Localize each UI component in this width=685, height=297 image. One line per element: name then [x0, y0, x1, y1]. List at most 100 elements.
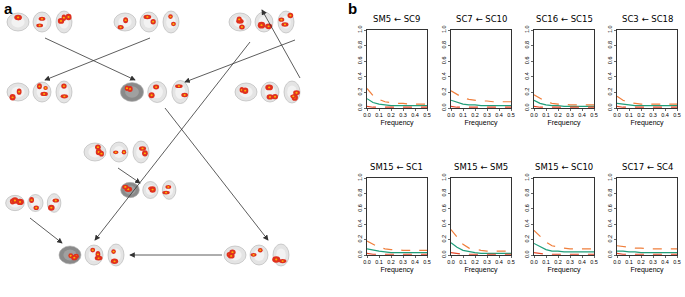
svg-text:SM15 ← SC1: SM15 ← SC1: [370, 162, 423, 172]
svg-text:0.3: 0.3: [566, 259, 574, 265]
svg-text:0.0: 0.0: [441, 103, 447, 111]
svg-text:0.2: 0.2: [554, 112, 562, 118]
svg-text:0.4: 0.4: [607, 72, 613, 80]
svg-text:0.4: 0.4: [441, 220, 447, 228]
svg-text:0.4: 0.4: [578, 259, 586, 265]
svg-text:0.2: 0.2: [357, 235, 363, 243]
svg-text:SM15 ← SM5: SM15 ← SM5: [454, 162, 508, 172]
svg-text:0.3: 0.3: [483, 259, 491, 265]
svg-text:0.5: 0.5: [590, 259, 598, 265]
svg-text:0.4: 0.4: [441, 72, 447, 80]
svg-text:0.2: 0.2: [357, 88, 363, 96]
svg-text:0.4: 0.4: [524, 220, 530, 228]
svg-text:0.0: 0.0: [447, 259, 455, 265]
svg-text:SM15 ← SC10: SM15 ← SC10: [535, 162, 593, 172]
svg-text:0.1: 0.1: [375, 259, 383, 265]
svg-text:1.0: 1.0: [524, 25, 530, 33]
svg-text:Frequency: Frequency: [380, 266, 414, 274]
svg-text:0.5: 0.5: [590, 112, 598, 118]
svg-text:0.0: 0.0: [607, 250, 613, 258]
svg-text:0.2: 0.2: [471, 112, 479, 118]
svg-text:0.0: 0.0: [607, 103, 613, 111]
svg-text:0.8: 0.8: [357, 41, 363, 49]
svg-text:0.2: 0.2: [471, 259, 479, 265]
svg-text:1.0: 1.0: [607, 173, 613, 181]
svg-text:0.0: 0.0: [357, 250, 363, 258]
svg-text:0.8: 0.8: [441, 41, 447, 49]
svg-text:SC3 ← SC18: SC3 ← SC18: [622, 14, 673, 24]
svg-text:Frequency: Frequency: [547, 266, 581, 274]
svg-text:0.5: 0.5: [423, 259, 431, 265]
svg-text:Frequency: Frequency: [630, 266, 664, 274]
svg-text:1.0: 1.0: [441, 173, 447, 181]
svg-text:Frequency: Frequency: [630, 119, 664, 127]
svg-text:Frequency: Frequency: [547, 119, 581, 127]
svg-text:0.6: 0.6: [524, 204, 530, 212]
svg-text:0.8: 0.8: [524, 41, 530, 49]
svg-text:0.4: 0.4: [495, 112, 503, 118]
svg-text:0.3: 0.3: [399, 259, 407, 265]
svg-text:0.3: 0.3: [399, 112, 407, 118]
svg-text:0.4: 0.4: [578, 112, 586, 118]
svg-text:0.1: 0.1: [625, 112, 633, 118]
svg-text:1.0: 1.0: [357, 25, 363, 33]
svg-text:1.0: 1.0: [607, 25, 613, 33]
svg-text:0.8: 0.8: [441, 189, 447, 197]
svg-text:0.3: 0.3: [566, 112, 574, 118]
svg-text:0.8: 0.8: [357, 189, 363, 197]
svg-text:0.6: 0.6: [357, 204, 363, 212]
svg-text:0.0: 0.0: [613, 112, 621, 118]
svg-text:0.2: 0.2: [607, 235, 613, 243]
svg-text:0.2: 0.2: [524, 235, 530, 243]
svg-text:0.3: 0.3: [649, 112, 657, 118]
svg-text:0.1: 0.1: [459, 259, 467, 265]
svg-text:0.1: 0.1: [375, 112, 383, 118]
svg-text:0.0: 0.0: [613, 259, 621, 265]
svg-text:0.0: 0.0: [363, 259, 371, 265]
svg-text:0.4: 0.4: [357, 72, 363, 80]
svg-text:0.2: 0.2: [524, 88, 530, 96]
svg-text:0.6: 0.6: [441, 204, 447, 212]
svg-text:0.6: 0.6: [607, 204, 613, 212]
svg-text:0.2: 0.2: [637, 112, 645, 118]
svg-text:0.3: 0.3: [649, 259, 657, 265]
svg-text:0.0: 0.0: [357, 103, 363, 111]
svg-text:0.2: 0.2: [554, 259, 562, 265]
svg-text:0.4: 0.4: [357, 220, 363, 228]
svg-text:0.0: 0.0: [524, 103, 530, 111]
svg-text:0.8: 0.8: [607, 189, 613, 197]
svg-text:0.1: 0.1: [542, 259, 550, 265]
svg-text:0.0: 0.0: [524, 250, 530, 258]
svg-text:0.2: 0.2: [441, 235, 447, 243]
svg-text:0.5: 0.5: [507, 112, 515, 118]
svg-text:SC16 ← SC15: SC16 ← SC15: [536, 14, 593, 24]
svg-text:0.4: 0.4: [524, 72, 530, 80]
svg-text:Frequency: Frequency: [464, 119, 498, 127]
svg-text:0.4: 0.4: [411, 259, 419, 265]
svg-text:0.0: 0.0: [530, 112, 538, 118]
svg-text:0.0: 0.0: [363, 112, 371, 118]
svg-text:0.8: 0.8: [607, 41, 613, 49]
svg-text:0.4: 0.4: [495, 259, 503, 265]
svg-text:0.0: 0.0: [530, 259, 538, 265]
svg-text:1.0: 1.0: [357, 173, 363, 181]
svg-text:Frequency: Frequency: [380, 119, 414, 127]
svg-text:0.2: 0.2: [637, 259, 645, 265]
svg-text:0.1: 0.1: [459, 112, 467, 118]
svg-text:0.2: 0.2: [607, 88, 613, 96]
svg-text:0.2: 0.2: [441, 88, 447, 96]
svg-text:1.0: 1.0: [524, 173, 530, 181]
svg-text:0.6: 0.6: [441, 57, 447, 65]
svg-text:Frequency: Frequency: [464, 266, 498, 274]
svg-text:SC7 ← SC10: SC7 ← SC10: [456, 14, 507, 24]
svg-text:0.5: 0.5: [507, 259, 515, 265]
svg-text:0.5: 0.5: [673, 112, 681, 118]
svg-text:0.6: 0.6: [524, 57, 530, 65]
svg-text:0.6: 0.6: [607, 57, 613, 65]
svg-text:0.4: 0.4: [661, 112, 669, 118]
svg-text:0.2: 0.2: [387, 259, 395, 265]
svg-text:0.2: 0.2: [387, 112, 395, 118]
svg-text:0.6: 0.6: [357, 57, 363, 65]
svg-text:0.0: 0.0: [447, 112, 455, 118]
svg-text:0.1: 0.1: [625, 259, 633, 265]
